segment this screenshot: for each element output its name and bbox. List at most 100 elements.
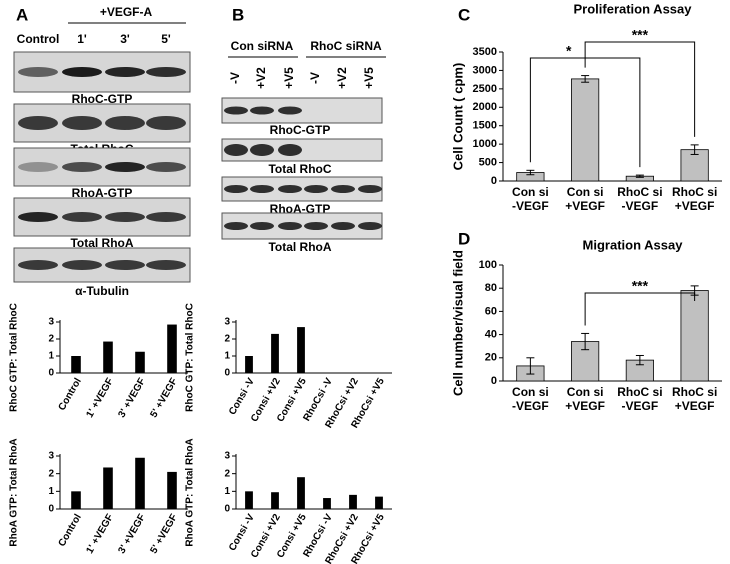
band bbox=[304, 185, 328, 193]
blot-label: RhoC-GTP bbox=[270, 123, 331, 137]
x-tick-label: -VEGF bbox=[622, 199, 659, 213]
band bbox=[278, 144, 302, 156]
bar bbox=[271, 492, 279, 509]
y-tick-label: 3 bbox=[224, 317, 230, 328]
y-tick-label: 100 bbox=[479, 259, 497, 271]
bar bbox=[71, 491, 81, 509]
y-tick-label: 2 bbox=[224, 468, 230, 479]
blot-label: Total RhoC bbox=[268, 162, 331, 176]
x-tick-label: RhoC si bbox=[617, 185, 662, 199]
bar bbox=[71, 356, 81, 373]
band bbox=[146, 116, 186, 130]
y-tick-label: 1000 bbox=[473, 138, 497, 150]
y-tick-label: 0 bbox=[224, 368, 230, 379]
band bbox=[62, 67, 102, 77]
x-tick-label: 1' +VEGF bbox=[84, 512, 115, 555]
band bbox=[278, 106, 302, 115]
lane-label: 5' bbox=[161, 32, 171, 46]
x-tick-label: Con si bbox=[567, 385, 604, 399]
lane-label: 3' bbox=[120, 32, 130, 46]
chart-title: Migration Assay bbox=[583, 237, 684, 252]
band bbox=[224, 144, 248, 156]
band bbox=[18, 162, 58, 172]
band bbox=[105, 116, 145, 130]
y-axis-label: RhoA GTP: Total RhoA bbox=[185, 438, 196, 546]
x-tick-label: Con si bbox=[512, 385, 549, 399]
lane-label: +V2 bbox=[254, 67, 268, 89]
bar bbox=[245, 491, 253, 509]
y-tick-label: 0 bbox=[491, 375, 497, 387]
x-tick-label: +VEGF bbox=[565, 199, 605, 213]
band bbox=[250, 185, 274, 193]
band bbox=[18, 67, 58, 77]
lane-label: +V5 bbox=[362, 67, 376, 89]
group-label: RhoC siRNA bbox=[310, 39, 382, 53]
bar bbox=[323, 498, 331, 509]
x-tick-label: -VEGF bbox=[512, 399, 549, 413]
y-tick-label: 0 bbox=[491, 175, 497, 187]
lane-label: 1' bbox=[77, 32, 87, 46]
band bbox=[62, 116, 102, 130]
y-tick-label: 3 bbox=[224, 451, 230, 462]
band bbox=[358, 185, 382, 193]
bar bbox=[271, 333, 279, 373]
x-tick-label: 3' +VEGF bbox=[116, 376, 147, 419]
y-axis-label: RhoC GTP: Total RhoC bbox=[185, 303, 196, 412]
x-tick-label: 3' +VEGF bbox=[116, 512, 147, 555]
panel-label: D bbox=[458, 229, 470, 248]
error-bar bbox=[635, 174, 644, 178]
x-tick-label: RhoC si bbox=[617, 385, 662, 399]
y-axis-label: RhoA GTP: Total RhoA bbox=[9, 438, 20, 546]
y-tick-label: 3 bbox=[48, 451, 54, 462]
bar bbox=[135, 351, 145, 373]
x-tick-label: 5' +VEGF bbox=[148, 376, 179, 419]
error-bar bbox=[690, 144, 699, 155]
band bbox=[331, 222, 355, 230]
band bbox=[304, 222, 328, 230]
band bbox=[224, 106, 248, 115]
y-tick-label: 1 bbox=[48, 351, 54, 362]
blot-header: +VEGF-A bbox=[100, 5, 153, 19]
group-label: Con siRNA bbox=[231, 39, 294, 53]
x-tick-label: 1' +VEGF bbox=[84, 376, 115, 419]
bar bbox=[571, 78, 600, 182]
blot-label: α-Tubulin bbox=[75, 284, 129, 298]
lane-label: +V5 bbox=[282, 67, 296, 89]
band bbox=[278, 222, 302, 230]
band bbox=[146, 67, 186, 77]
band bbox=[250, 144, 274, 156]
blot-label: RhoC-GTP bbox=[72, 92, 133, 106]
bar bbox=[135, 457, 145, 509]
bar bbox=[297, 327, 305, 373]
y-tick-label: 1 bbox=[224, 486, 230, 497]
blot-label: Total RhoA bbox=[268, 240, 331, 254]
blot-label: Total RhoA bbox=[70, 236, 133, 250]
x-tick-label: +VEGF bbox=[675, 399, 715, 413]
bar bbox=[103, 341, 113, 373]
lane-label: +V2 bbox=[335, 67, 349, 89]
panel-label: A bbox=[16, 5, 28, 24]
band bbox=[18, 260, 58, 270]
chart-title: Proliferation Assay bbox=[573, 1, 692, 16]
bar bbox=[297, 477, 305, 509]
bar bbox=[103, 467, 113, 509]
y-tick-label: 1500 bbox=[473, 120, 497, 132]
band bbox=[62, 212, 102, 222]
y-tick-label: 2 bbox=[48, 334, 54, 345]
significance-bracket bbox=[584, 41, 696, 137]
band bbox=[18, 116, 58, 130]
band bbox=[18, 212, 58, 222]
x-tick-label: 5' +VEGF bbox=[148, 512, 179, 555]
y-tick-label: 0 bbox=[224, 504, 230, 515]
bar bbox=[349, 494, 357, 509]
y-axis-label: Cell number/visual field bbox=[450, 250, 465, 396]
y-tick-label: 2500 bbox=[473, 83, 497, 95]
x-tick-label: +VEGF bbox=[675, 199, 715, 213]
x-tick-label: Control bbox=[57, 376, 84, 412]
bar bbox=[680, 290, 709, 382]
y-tick-label: 1 bbox=[48, 486, 54, 497]
band bbox=[224, 222, 248, 230]
band bbox=[62, 260, 102, 270]
error-bar bbox=[581, 75, 590, 83]
band bbox=[105, 162, 145, 172]
